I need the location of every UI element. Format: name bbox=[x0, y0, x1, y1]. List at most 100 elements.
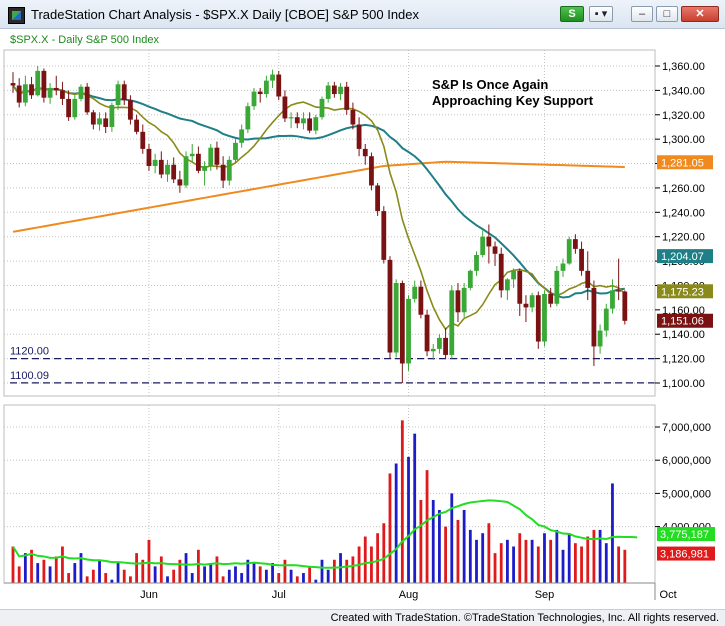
candle-up bbox=[183, 156, 189, 186]
volume-bar bbox=[444, 526, 447, 583]
candle-down bbox=[331, 85, 337, 95]
candle-down bbox=[276, 74, 282, 97]
candle-up bbox=[319, 98, 325, 118]
y-tick-label: 1,120.00 bbox=[662, 354, 705, 366]
volume-bar bbox=[159, 556, 163, 583]
volume-bar bbox=[184, 553, 188, 583]
restore-button[interactable]: □ bbox=[656, 6, 678, 22]
volume-bar bbox=[61, 546, 64, 583]
candle-down bbox=[16, 85, 22, 103]
chart-style-dropdown-button[interactable]: ▪ ▾ bbox=[589, 6, 613, 22]
candle-down bbox=[257, 91, 263, 95]
candle-down bbox=[344, 86, 350, 110]
window-title: TradeStation Chart Analysis - $SPX.X Dai… bbox=[31, 7, 420, 22]
volume-bar bbox=[54, 556, 58, 583]
volume-bar bbox=[499, 543, 503, 583]
candle-up bbox=[597, 330, 603, 347]
candle-down bbox=[443, 337, 448, 355]
volume-bar bbox=[85, 576, 89, 583]
candle-down bbox=[498, 253, 504, 291]
app-logo-icon bbox=[8, 7, 25, 24]
candle-up bbox=[461, 287, 467, 313]
candle-up bbox=[202, 165, 207, 171]
candle-up bbox=[393, 283, 399, 353]
candle-up bbox=[338, 86, 343, 95]
volume-bar bbox=[122, 569, 126, 583]
title-bar: TradeStation Chart Analysis - $SPX.X Dai… bbox=[0, 0, 725, 29]
volume-bar bbox=[332, 559, 336, 583]
candle-up bbox=[47, 87, 53, 98]
candle-down bbox=[282, 96, 288, 119]
candle-up bbox=[301, 118, 306, 124]
volume-bar bbox=[234, 566, 237, 583]
volume-bar bbox=[394, 463, 398, 583]
volume-bar bbox=[221, 576, 225, 583]
volume-value-label: 3,186,981 bbox=[660, 549, 709, 561]
candle-down bbox=[171, 164, 177, 180]
y-tick-label: 1,360.00 bbox=[662, 61, 705, 73]
price-value-label: 1,204.07 bbox=[661, 251, 704, 263]
y-tick-label: 1,260.00 bbox=[662, 183, 705, 195]
volume-value-label: 3,775,187 bbox=[660, 529, 709, 541]
candle-up bbox=[288, 117, 294, 119]
volume-bar bbox=[215, 556, 219, 583]
candle-up bbox=[313, 117, 319, 131]
axis-value-labels: 1,281.05 1,204.07 1,175.23 1,151.06 3,775,18… bbox=[657, 155, 715, 561]
volume-bar bbox=[240, 573, 244, 583]
volume-bar bbox=[487, 523, 491, 583]
volume-bar bbox=[413, 433, 417, 583]
candle-up bbox=[529, 295, 535, 308]
volume-bar bbox=[530, 539, 534, 583]
candle-down bbox=[548, 293, 554, 304]
volume-bar bbox=[561, 549, 565, 583]
volume-tick-label: 7,000,000 bbox=[662, 422, 711, 434]
candle-down bbox=[381, 211, 387, 260]
volume-bar bbox=[549, 539, 553, 583]
x-tick-label: Oct bbox=[660, 589, 677, 601]
y-tick-label: 1,300.00 bbox=[662, 134, 705, 146]
volume-bar bbox=[518, 533, 522, 583]
ma-slow-line bbox=[12, 160, 625, 233]
chart-gridlines bbox=[4, 50, 655, 583]
candle-down bbox=[146, 148, 152, 166]
volume-bar bbox=[592, 529, 596, 583]
candle-down bbox=[214, 147, 220, 165]
volume-bar bbox=[166, 576, 169, 583]
candle-down bbox=[90, 112, 96, 125]
minimize-button[interactable]: – bbox=[631, 6, 653, 22]
chart-annotation-line-1: S&P Is Once Again bbox=[432, 77, 548, 92]
volume-bar bbox=[456, 519, 460, 583]
close-button[interactable]: ✕ bbox=[681, 6, 719, 22]
candle-down bbox=[486, 236, 492, 247]
candle-up bbox=[610, 290, 615, 309]
candle-down bbox=[387, 259, 393, 353]
candle-up bbox=[603, 308, 609, 331]
volume-bar bbox=[264, 569, 268, 583]
volume-bar bbox=[11, 546, 15, 583]
candle-up bbox=[152, 159, 158, 166]
volume-bar bbox=[314, 579, 318, 583]
symbol-link-button[interactable]: S bbox=[560, 6, 584, 22]
candle-up bbox=[239, 129, 245, 143]
candle-down bbox=[424, 314, 430, 352]
x-tick-label: Jun bbox=[140, 589, 158, 601]
candle-up bbox=[109, 105, 115, 127]
volume-average bbox=[12, 499, 638, 569]
candle-down bbox=[622, 291, 628, 321]
volume-bar bbox=[308, 566, 312, 583]
candle-up bbox=[189, 153, 195, 157]
volume-bar bbox=[462, 509, 466, 583]
volume-bar bbox=[67, 573, 71, 583]
volume-bar bbox=[116, 563, 120, 583]
volume-bar bbox=[345, 559, 349, 583]
candle-down bbox=[399, 283, 405, 364]
volume-bar bbox=[91, 569, 95, 583]
candle-down bbox=[455, 290, 461, 313]
candle-down bbox=[134, 119, 139, 132]
candle-up bbox=[115, 84, 121, 106]
volume-bar bbox=[623, 549, 627, 583]
candle-down bbox=[375, 185, 381, 212]
price-volume-chart[interactable]: 1120.00 1100.09 Jun Jul Aug Sep Oct 1,360.00 1,… bbox=[0, 29, 725, 609]
volume-bar bbox=[598, 529, 602, 583]
candle-up bbox=[208, 147, 214, 166]
